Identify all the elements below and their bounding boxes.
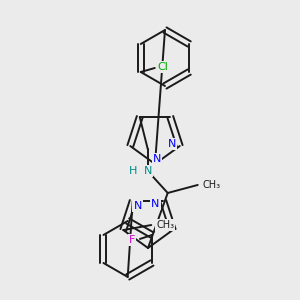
- Text: F: F: [129, 235, 135, 245]
- Text: H: H: [129, 166, 138, 176]
- Text: N: N: [143, 166, 152, 176]
- Text: N: N: [167, 139, 176, 149]
- Text: N: N: [153, 154, 161, 164]
- Text: N: N: [151, 199, 160, 209]
- Text: CH₃: CH₃: [203, 180, 221, 190]
- Text: N: N: [134, 201, 142, 211]
- Text: CH₃: CH₃: [156, 220, 174, 230]
- Text: Cl: Cl: [157, 62, 168, 72]
